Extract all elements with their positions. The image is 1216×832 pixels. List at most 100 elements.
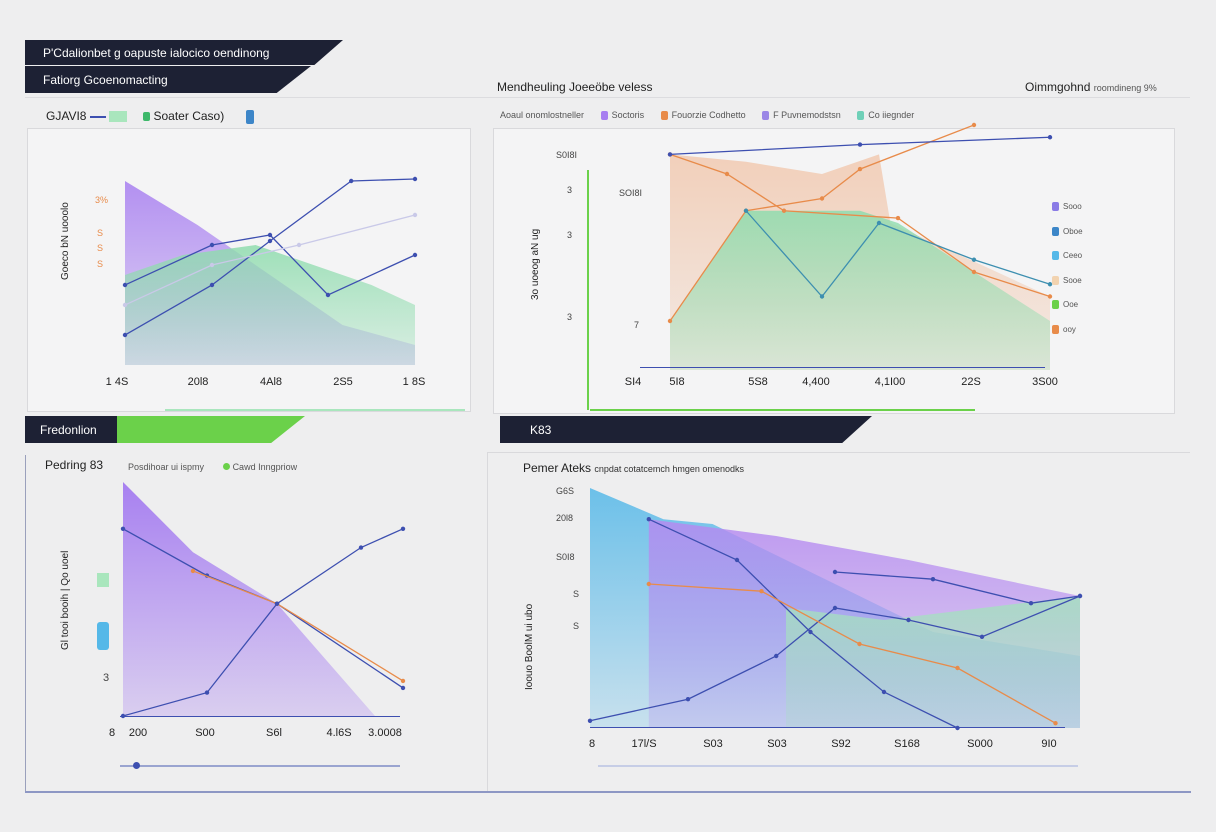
data-point[interactable] <box>349 178 354 184</box>
chart2-bottom-accent <box>590 409 975 411</box>
chart4-xtick: S000 <box>967 738 993 750</box>
data-point[interactable] <box>876 220 882 226</box>
data-point[interactable] <box>971 257 977 262</box>
data-point[interactable] <box>832 605 838 611</box>
data-point[interactable] <box>400 685 406 691</box>
data-point[interactable] <box>832 569 838 575</box>
data-point[interactable] <box>209 282 215 288</box>
legend-item[interactable]: Cawd Inngpriow <box>222 462 297 472</box>
data-point[interactable] <box>685 697 691 702</box>
data-point[interactable] <box>646 581 651 587</box>
data-point[interactable] <box>781 208 787 213</box>
side-legend-item[interactable]: Ooe <box>1052 293 1083 318</box>
section3-label: Fredonlion <box>40 422 97 437</box>
line-series <box>669 153 1051 298</box>
chart3-range-slider[interactable] <box>120 765 400 767</box>
data-point[interactable] <box>358 545 364 550</box>
data-point[interactable] <box>122 282 128 288</box>
data-point[interactable] <box>209 262 215 268</box>
data-point[interactable] <box>1047 294 1053 299</box>
data-point[interactable] <box>979 634 985 639</box>
area-series <box>123 482 375 716</box>
data-point[interactable] <box>412 252 418 258</box>
chart4-range-slider[interactable] <box>598 765 1078 767</box>
slider-handle[interactable] <box>133 762 140 769</box>
data-point[interactable] <box>190 568 196 574</box>
data-point[interactable] <box>1077 593 1083 599</box>
chart2-ytick: 3 <box>567 185 573 195</box>
legend-item[interactable]: F Puvnemodstsn <box>762 110 841 121</box>
legend-item[interactable]: Soctoris <box>600 110 644 121</box>
data-point[interactable] <box>325 292 331 298</box>
chart4-title-text: Pemer Ateks <box>523 461 592 475</box>
header-subtitle-bar: Fatiorg Gcoenomacting <box>25 66 311 93</box>
side-legend-item[interactable]: Sooo <box>1052 195 1083 220</box>
data-point[interactable] <box>412 176 418 182</box>
data-point[interactable] <box>267 232 273 238</box>
data-point[interactable] <box>267 238 273 244</box>
data-point[interactable] <box>971 122 977 128</box>
data-point[interactable] <box>274 601 280 606</box>
chart2-xtick: 4,1I00 <box>874 376 906 388</box>
chart2-title: Mendheuling Joeeöbe veless <box>497 80 653 94</box>
data-point[interactable] <box>209 242 215 248</box>
data-point[interactable] <box>906 617 911 623</box>
chart2-plot <box>667 122 1053 370</box>
legend-item[interactable]: Co iiegnder <box>857 110 915 121</box>
data-point[interactable] <box>819 294 825 299</box>
chart3-plot <box>120 482 406 719</box>
header-title-bar: P'Cdalionbet g oapuste ialocico oendinon… <box>25 40 343 65</box>
data-point[interactable] <box>1047 282 1053 287</box>
data-point[interactable] <box>122 332 128 338</box>
chart4-title: Pemer Ateks cnpdat cotatcemch hmgen omen… <box>523 461 744 475</box>
data-point[interactable] <box>808 629 813 635</box>
data-point[interactable] <box>774 653 779 659</box>
data-point[interactable] <box>955 665 960 671</box>
data-point[interactable] <box>204 690 210 695</box>
data-point[interactable] <box>724 171 730 177</box>
legend-label: Co iiegnder <box>868 110 915 120</box>
data-point[interactable] <box>971 269 977 275</box>
data-point[interactable] <box>1028 601 1034 606</box>
side-legend-item[interactable]: Sooe <box>1052 269 1083 294</box>
data-point[interactable] <box>646 517 651 522</box>
data-point[interactable] <box>857 166 863 172</box>
chart4-ytick: 20l8 <box>556 513 574 523</box>
data-point[interactable] <box>400 678 406 684</box>
data-point[interactable] <box>120 526 126 531</box>
data-point[interactable] <box>930 577 936 582</box>
data-point[interactable] <box>667 318 673 324</box>
data-point[interactable] <box>122 302 128 308</box>
data-point[interactable] <box>819 196 825 201</box>
data-point[interactable] <box>1053 721 1058 726</box>
chart4-xtick: S03 <box>767 738 787 750</box>
data-point[interactable] <box>296 242 302 248</box>
side-legend-item[interactable]: ooy <box>1052 318 1083 343</box>
chart2-axis-green <box>587 170 589 410</box>
chart4-ytick: S <box>573 621 580 631</box>
divider <box>25 97 1190 98</box>
data-point[interactable] <box>1047 135 1053 140</box>
data-point[interactable] <box>734 557 740 563</box>
chart2-ytick: 3 <box>567 230 573 240</box>
side-legend-item[interactable]: Ceeo <box>1052 244 1083 269</box>
data-point[interactable] <box>412 212 418 218</box>
legend-label: F Puvnemodstsn <box>773 110 841 120</box>
data-point[interactable] <box>857 641 862 647</box>
data-point[interactable] <box>895 215 901 221</box>
data-point[interactable] <box>955 725 960 731</box>
chart2-xtick: 3S00 <box>1032 376 1058 388</box>
data-point[interactable] <box>857 142 863 147</box>
data-point[interactable] <box>743 208 749 213</box>
legend-item[interactable]: Fouorzie Codhetto <box>660 110 746 121</box>
data-point[interactable] <box>667 152 673 157</box>
data-point[interactable] <box>400 526 406 531</box>
side-legend-label: ooy <box>1063 324 1076 334</box>
chart1-ylabel: Goeco bN uooolo <box>60 202 71 280</box>
green-dot-icon <box>222 463 230 470</box>
data-point[interactable] <box>759 589 764 594</box>
data-point[interactable] <box>587 718 593 723</box>
side-legend-item[interactable]: Oboe <box>1052 220 1083 245</box>
data-point[interactable] <box>881 689 887 695</box>
swatch-icon <box>1052 251 1059 261</box>
